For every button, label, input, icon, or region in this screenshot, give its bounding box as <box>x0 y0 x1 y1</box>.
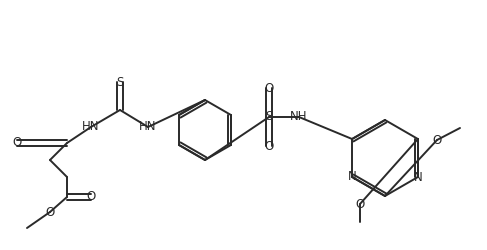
Text: O: O <box>264 82 274 94</box>
Text: O: O <box>356 198 365 210</box>
Text: NH: NH <box>290 110 308 124</box>
Text: HN: HN <box>82 120 100 134</box>
Text: N: N <box>348 170 356 183</box>
Text: O: O <box>264 140 274 152</box>
Text: N: N <box>413 170 422 183</box>
Text: O: O <box>12 136 21 149</box>
Text: O: O <box>45 206 55 218</box>
Text: O: O <box>432 134 442 146</box>
Text: O: O <box>86 190 95 203</box>
Text: S: S <box>265 110 273 124</box>
Text: S: S <box>116 76 124 88</box>
Text: HN: HN <box>139 120 157 134</box>
